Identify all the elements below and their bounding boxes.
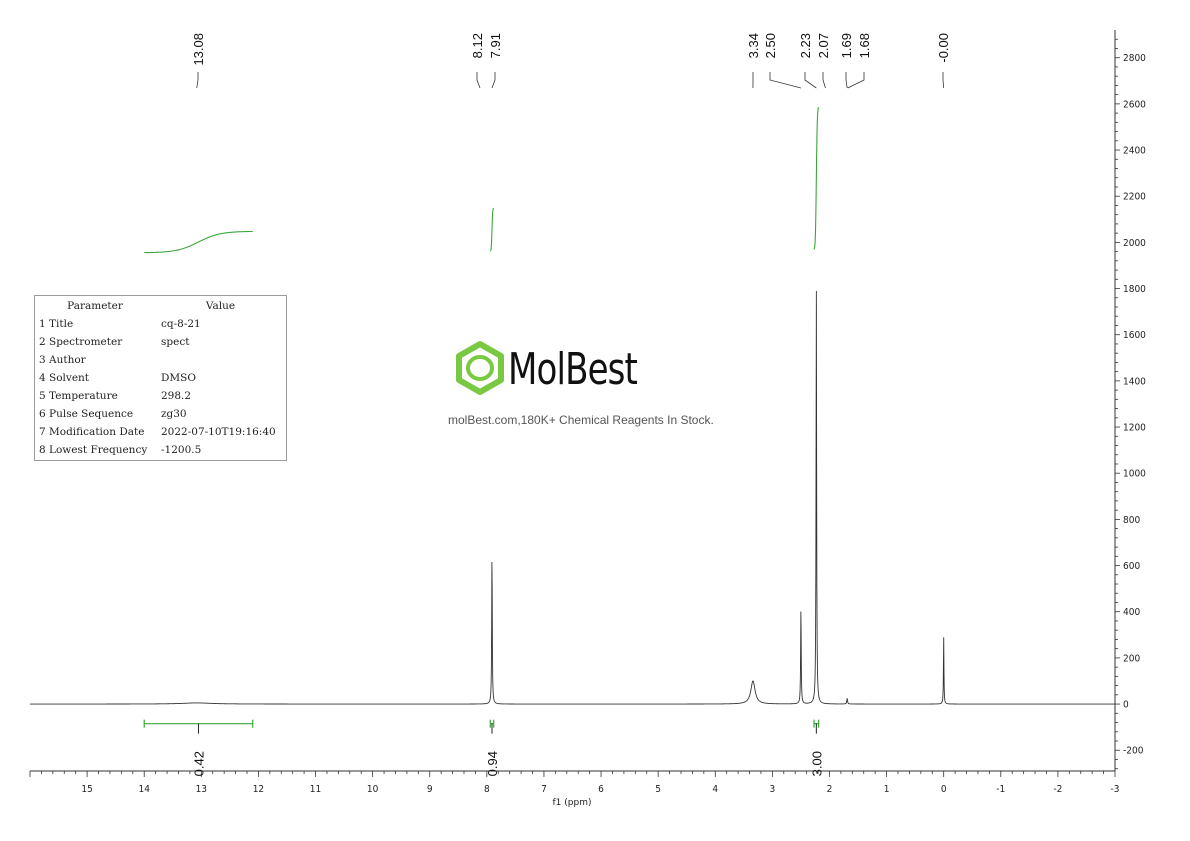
- x-tick-label: 2: [827, 784, 833, 795]
- y-tick-label: 1000: [1123, 469, 1146, 480]
- x-tick-label: 15: [81, 784, 92, 795]
- integral-curve: [813, 106, 820, 250]
- benzene-logo-icon: [456, 341, 504, 395]
- x-tick-label: -3: [1111, 784, 1120, 795]
- x-tick-label: 11: [310, 784, 321, 795]
- peak-label: 2.23: [798, 33, 813, 58]
- x-tick-label: 10: [367, 784, 379, 795]
- peak-label-connector: [822, 72, 826, 89]
- parameter-row: 8 Lowest Frequency -1200.5: [35, 441, 286, 459]
- x-tick-label: -2: [1053, 784, 1062, 795]
- peak-label-connector: [476, 72, 481, 89]
- y-tick-label: 1200: [1123, 423, 1146, 434]
- x-tick-label: 7: [541, 784, 547, 795]
- param-label: 6 Pulse Sequence: [39, 408, 134, 420]
- ppm-axis: 15 14 13 12 11 10 9 8 7 6 5 4 3 2 1 0 -1 -2 -3: [29, 770, 1120, 795]
- peak-label: 1.68: [857, 33, 872, 58]
- parameter-row: 1 Title cq-8-21: [35, 315, 286, 333]
- peak-label: 13.08: [191, 33, 206, 66]
- integral-value: 3.00: [809, 751, 824, 776]
- parameter-row: 4 Solvent DMSO: [35, 369, 286, 387]
- x-tick-label: 6: [598, 784, 604, 795]
- y-tick-label: 1800: [1123, 284, 1146, 295]
- param-label: 3 Author: [39, 354, 86, 366]
- peak-label-connector: [491, 72, 496, 89]
- watermark-tagline: molBest.com,180K+ Chemical Reagents In S…: [448, 413, 714, 427]
- param-value: spect: [161, 336, 190, 348]
- y-tick-label: 2600: [1123, 99, 1146, 110]
- param-label: 1 Title: [39, 318, 74, 330]
- param-value: DMSO: [161, 372, 196, 384]
- spectrum-line: [30, 291, 1115, 705]
- peak-labels: 13.08 8.12 7.91 3.34 2.50 2.23 2.07 1.69 1.68 -0.…: [191, 33, 951, 89]
- peak-label: 2.50: [763, 33, 778, 58]
- y-tick-label: 1400: [1123, 376, 1146, 387]
- peak-label-connector: [769, 72, 802, 89]
- parameter-row: 3 Author: [35, 351, 286, 369]
- peak-label-connector: [847, 72, 865, 89]
- watermark-brand: MolBest: [508, 344, 638, 395]
- value-header: Value: [205, 299, 236, 312]
- param-value: zg30: [161, 408, 187, 420]
- x-tick-label: 5: [655, 784, 661, 795]
- y-tick-label: 200: [1123, 653, 1140, 664]
- integral-value: 0.94: [485, 751, 500, 776]
- y-tick-label: -200: [1123, 746, 1144, 757]
- peak-label-connector: [804, 72, 817, 89]
- parameter-table: Parameter Value 1 Title cq-8-21 2 Spectro…: [34, 295, 287, 461]
- x-tick-label: 8: [484, 784, 490, 795]
- param-label: 5 Temperature: [39, 390, 118, 402]
- integral-curves: 0.42 0.94 3.00: [143, 106, 824, 776]
- x-tick-label: 0: [941, 784, 947, 795]
- parameter-row: 6 Pulse Sequence zg30: [35, 405, 286, 423]
- peak-label: 8.12: [470, 33, 485, 58]
- parameter-table-header: Parameter Value: [35, 296, 286, 315]
- spectrum-trace: [30, 291, 1115, 705]
- peak-label: 1.69: [839, 33, 854, 58]
- x-tick-label: 13: [196, 784, 207, 795]
- param-value: -1200.5: [161, 444, 202, 456]
- x-tick-label: 3: [770, 784, 776, 795]
- parameter-row: 2 Spectrometer spect: [35, 333, 286, 351]
- molbest-watermark: MolBest molBest.com,180K+ Chemical Reage…: [448, 340, 748, 440]
- x-tick-label: -1: [996, 784, 1005, 795]
- x-tick-label: 14: [138, 784, 150, 795]
- peak-label-connector: [196, 72, 199, 89]
- peak-label: 3.34: [746, 33, 761, 58]
- param-label: 4 Solvent: [39, 372, 90, 384]
- integral-value: 0.42: [191, 751, 206, 776]
- y-tick-label: 2800: [1123, 53, 1146, 64]
- param-value: 2022-07-10T19:16:40: [161, 426, 276, 438]
- y-tick-label: 2200: [1123, 192, 1146, 203]
- y-tick-label: 800: [1123, 515, 1140, 526]
- param-label: 7 Modification Date: [39, 426, 145, 438]
- y-tick-label: 2000: [1123, 238, 1146, 249]
- x-tick-label: 12: [253, 784, 264, 795]
- x-tick-label: 9: [427, 784, 433, 795]
- x-tick-label: 1: [884, 784, 890, 795]
- x-tick-label: 4: [712, 784, 718, 795]
- x-axis-title: f1 (ppm): [553, 798, 592, 808]
- y-tick-label: 2400: [1123, 146, 1146, 157]
- param-label: 8 Lowest Frequency: [39, 444, 148, 456]
- peak-label: -0.00: [936, 33, 951, 63]
- y-tick-label: 400: [1123, 607, 1140, 618]
- parameter-header: Parameter: [67, 299, 123, 312]
- intensity-axis: -200 0 200 400 600 800 1000 1200 1400 1600 1800 200…: [1114, 30, 1146, 771]
- peak-label-connector: [845, 72, 848, 89]
- parameter-row: 5 Temperature 298.2: [35, 387, 286, 405]
- param-label: 2 Spectrometer: [39, 336, 123, 348]
- integral-curve: [144, 230, 253, 254]
- peak-label: 2.07: [816, 33, 831, 58]
- param-value: cq-8-21: [161, 318, 201, 330]
- peak-label-connector: [942, 72, 945, 89]
- y-tick-label: 600: [1123, 561, 1140, 572]
- parameter-row: 7 Modification Date 2022-07-10T19:16:40: [35, 423, 286, 441]
- y-tick-label: 1600: [1123, 330, 1146, 341]
- peak-label: 7.91: [488, 33, 503, 58]
- y-tick-label: 0: [1123, 700, 1129, 711]
- param-value: 298.2: [161, 390, 192, 402]
- integral-curve: [489, 207, 495, 252]
